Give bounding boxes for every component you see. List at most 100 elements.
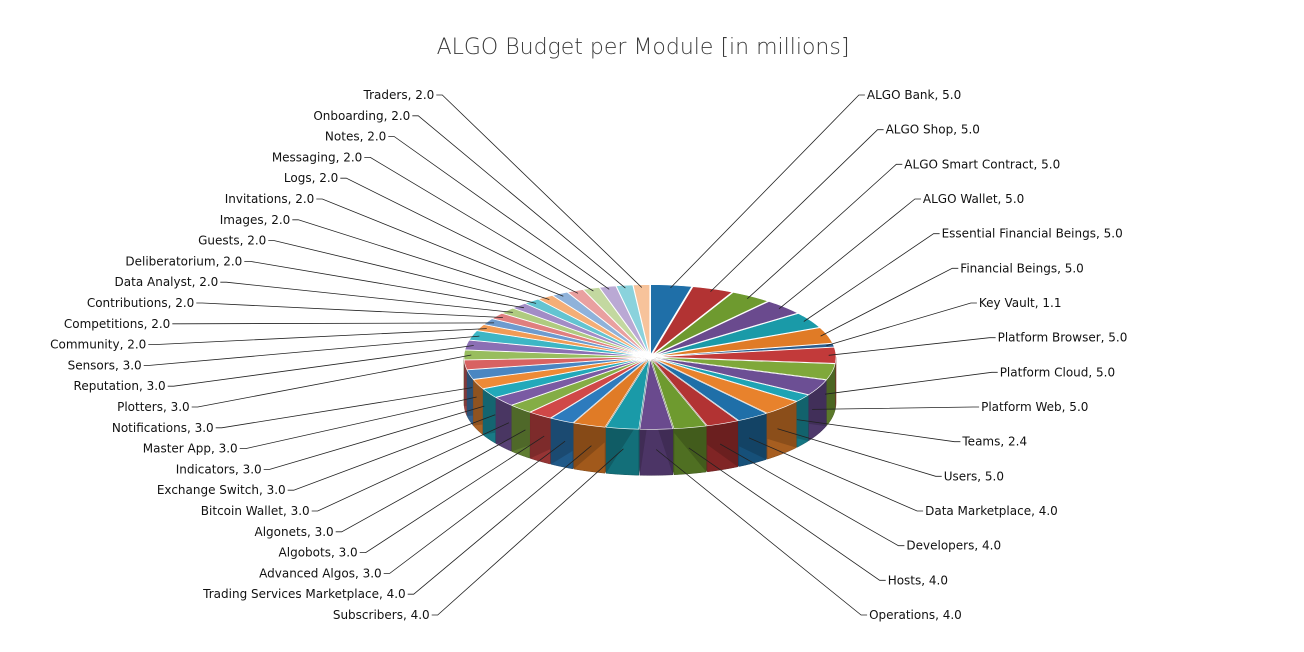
slice-label-teams: Teams, 2.4: [961, 435, 1027, 449]
slice-notifications: [463, 356, 645, 370]
slice-teams: [654, 358, 810, 402]
slice-labels: ALGO Bank, 5.0 ALGO Shop, 5.0 ALGO Smart C…: [50, 88, 1127, 622]
slice-operations: [639, 359, 674, 430]
slice-invitations: [551, 291, 648, 356]
slice-label-guests: Guests, 2.0: [198, 234, 266, 248]
slice-label-platform-cloud: Platform Cloud, 5.0: [1000, 365, 1115, 379]
leader-onboarding: [412, 115, 626, 289]
slice-label-subscribers: Subscribers, 4.0: [333, 608, 430, 622]
slice-label-messaging: Messaging, 2.0: [272, 150, 362, 164]
slice-label-developers: Developers, 4.0: [906, 539, 1001, 553]
slice-label-invitations: Invitations, 2.0: [225, 192, 315, 206]
slice-advanced-algos: [550, 358, 648, 424]
slice-label-trading-services-marketplace: Trading Services Marketplace, 4.0: [202, 587, 406, 601]
slice-developers: [652, 358, 739, 427]
slice-indicators: [472, 357, 645, 389]
slice-label-financial-beings: Financial Beings, 5.0: [960, 261, 1084, 275]
leader-platform-browser: [828, 337, 996, 356]
leader-platform-cloud: [824, 371, 998, 395]
leader-traders: [436, 94, 643, 288]
slice-label-onboarding: Onboarding, 2.0: [313, 109, 410, 123]
slice-label-key-vault: Key Vault, 1.1: [979, 296, 1062, 310]
slice-label-algonets: Algonets, 3.0: [255, 525, 334, 539]
leader-competitions: [172, 322, 495, 325]
slice-guests: [524, 298, 647, 356]
leader-data-marketplace: [748, 437, 924, 512]
slice-logs: [566, 289, 648, 356]
leader-essential-financial-beings: [803, 233, 940, 322]
leader-deliberatorium: [244, 260, 524, 309]
leader-algo-wallet: [778, 198, 921, 310]
slice-label-bitcoin-wallet: Bitcoin Wallet, 3.0: [201, 504, 310, 518]
slice-messaging: [582, 287, 649, 356]
leader-messaging: [364, 156, 594, 292]
leader-contributions: [196, 302, 503, 318]
slice-label-exchange-switch: Exchange Switch, 3.0: [157, 483, 286, 497]
slice-label-data-analyst: Data Analyst, 2.0: [115, 275, 219, 289]
leader-lines: [143, 94, 998, 616]
leader-algo-smart-contract: [747, 163, 903, 299]
leader-community: [148, 328, 487, 346]
slice-algo-bank: [650, 284, 693, 356]
leader-key-vault: [826, 302, 977, 346]
slice-label-contributions: Contributions, 2.0: [87, 296, 194, 310]
slice-exchange-switch: [482, 357, 645, 398]
slice-label-essential-financial-beings: Essential Financial Beings, 5.0: [942, 227, 1123, 241]
leader-data-analyst: [220, 281, 513, 313]
slice-label-algo-wallet: ALGO Wallet, 5.0: [923, 192, 1024, 206]
slice-label-master-app: Master App, 3.0: [143, 442, 238, 456]
slice-label-algo-bank: ALGO Bank, 5.0: [867, 88, 961, 102]
leader-images: [292, 219, 550, 300]
leader-financial-beings: [820, 267, 959, 337]
leader-guests: [268, 240, 537, 304]
slice-label-reputation: Reputation, 3.0: [74, 379, 166, 393]
slice-label-algo-shop: ALGO Shop, 5.0: [886, 123, 980, 137]
slice-label-logs: Logs, 2.0: [284, 171, 338, 185]
slice-label-platform-web: Platform Web, 5.0: [981, 400, 1088, 414]
slice-reputation: [464, 339, 645, 357]
leader-exchange-switch: [287, 414, 496, 491]
slice-algonets: [510, 358, 646, 413]
slice-algo-wallet: [654, 301, 799, 356]
slice-label-algobots: Algobots, 3.0: [279, 546, 358, 560]
slice-label-sensors: Sensors, 3.0: [68, 358, 142, 372]
leader-developers: [719, 443, 905, 547]
leader-bitcoin-wallet: [311, 422, 510, 512]
slice-users: [654, 358, 798, 414]
leader-hosts: [688, 447, 886, 581]
leader-logs: [340, 177, 579, 294]
leader-operations: [655, 449, 868, 616]
slice-bitcoin-wallet: [495, 358, 646, 406]
leader-algo-shop: [710, 129, 884, 292]
leader-algo-bank: [670, 94, 865, 289]
leader-indicators: [263, 405, 485, 470]
leader-notes: [388, 136, 610, 290]
leader-teams: [796, 419, 961, 443]
slice-label-platform-browser: Platform Browser, 5.0: [998, 331, 1128, 345]
slice-label-competitions: Competitions, 2.0: [64, 317, 170, 331]
slice-label-advanced-algos: Advanced Algos, 3.0: [259, 566, 382, 580]
leader-invitations: [316, 198, 564, 297]
chart-title: ALGO Budget per Module [in millions]: [437, 35, 850, 60]
slice-label-algo-smart-contract: ALGO Smart Contract, 5.0: [904, 157, 1060, 171]
slice-label-deliberatorium: Deliberatorium, 2.0: [125, 254, 242, 268]
slice-label-users: Users, 5.0: [944, 469, 1004, 483]
slice-label-indicators: Indicators, 3.0: [176, 462, 262, 476]
slice-label-hosts: Hosts, 4.0: [888, 573, 948, 587]
leader-trading-services-marketplace: [407, 445, 592, 595]
slice-label-community: Community, 2.0: [50, 338, 146, 352]
slice-essential-financial-beings: [655, 313, 821, 357]
leader-platform-web: [812, 406, 980, 410]
leader-master-app: [239, 396, 477, 450]
leader-notifications: [215, 387, 473, 429]
slice-label-images: Images, 2.0: [220, 213, 291, 227]
slice-label-notes: Notes, 2.0: [325, 130, 386, 144]
slice-plotters: [463, 349, 645, 361]
slice-label-data-marketplace: Data Marketplace, 4.0: [925, 504, 1058, 518]
leader-users: [777, 428, 942, 477]
leader-advanced-algos: [383, 440, 566, 574]
leader-sensors: [143, 335, 480, 366]
slice-algo-smart-contract: [653, 292, 769, 356]
